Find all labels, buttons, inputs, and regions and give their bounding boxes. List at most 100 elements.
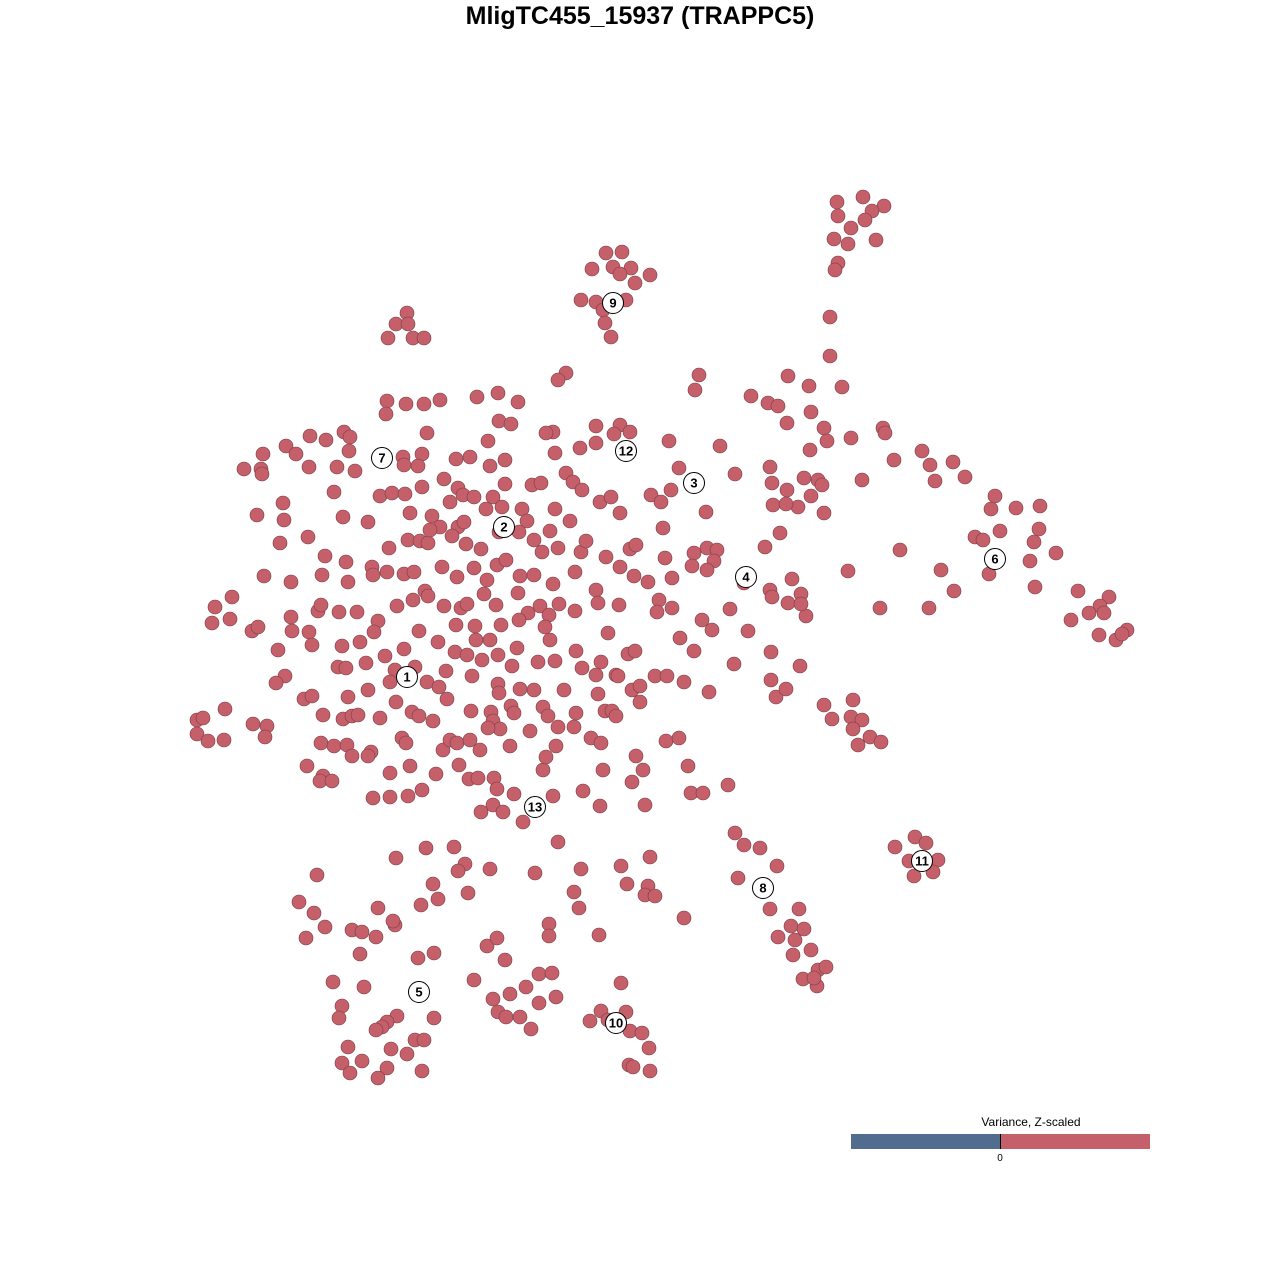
data-point — [691, 367, 707, 383]
data-point — [389, 598, 405, 614]
chart-title: MligTC455_15937 (TRAPPC5) — [465, 2, 815, 30]
cluster-label-text: 11 — [915, 854, 929, 869]
legend-title: Variance, Z-scaled — [981, 1115, 1081, 1129]
data-point — [472, 742, 488, 758]
data-point — [1114, 626, 1130, 642]
data-point — [426, 945, 442, 961]
data-point — [360, 514, 376, 530]
data-point — [822, 309, 838, 325]
data-point — [490, 385, 506, 401]
data-point — [402, 758, 418, 774]
data-point — [672, 630, 688, 646]
data-point — [365, 567, 381, 583]
data-point — [780, 368, 796, 384]
data-point — [1032, 498, 1048, 514]
data-point — [428, 766, 444, 782]
data-point — [372, 488, 388, 504]
data-point — [491, 685, 507, 701]
data-point — [730, 870, 746, 886]
data-point — [398, 735, 414, 751]
data-point — [406, 564, 422, 580]
data-point — [354, 924, 370, 940]
data-point — [495, 804, 511, 820]
data-point — [340, 1039, 356, 1055]
cluster-label-text: 10 — [609, 1016, 623, 1031]
data-point — [664, 570, 680, 586]
color-scale-high — [1001, 1134, 1150, 1149]
data-point — [509, 640, 525, 656]
data-point — [1031, 521, 1047, 537]
data-point — [283, 574, 299, 590]
data-point — [350, 707, 366, 723]
data-point — [780, 595, 796, 611]
data-point — [416, 396, 432, 412]
data-point — [827, 262, 843, 278]
cluster-label-8: 8 — [752, 877, 774, 899]
data-point — [462, 449, 478, 465]
data-point — [845, 721, 861, 737]
data-point — [567, 564, 583, 580]
data-point — [302, 428, 318, 444]
data-point — [784, 571, 800, 587]
data-point — [463, 703, 479, 719]
data-point — [478, 501, 494, 517]
data-point — [485, 489, 501, 505]
data-point — [530, 654, 546, 670]
data-point — [701, 684, 717, 700]
data-point — [922, 457, 938, 473]
data-point — [722, 601, 738, 617]
data-point — [653, 494, 669, 510]
data-point — [447, 644, 463, 660]
data-point — [217, 701, 233, 717]
data-point — [562, 513, 578, 529]
data-point — [533, 475, 549, 491]
data-point — [506, 786, 522, 802]
data-point — [544, 965, 560, 981]
data-point — [649, 604, 665, 620]
data-point — [446, 839, 462, 855]
data-point — [485, 991, 501, 1007]
data-point — [671, 460, 687, 476]
data-point — [534, 544, 550, 560]
data-point — [476, 586, 492, 602]
data-point — [317, 548, 333, 564]
data-point — [592, 798, 608, 814]
data-point — [816, 420, 832, 436]
data-point — [405, 592, 421, 608]
data-point — [531, 995, 547, 1011]
data-point — [414, 1063, 430, 1079]
data-point — [377, 648, 393, 664]
data-point — [568, 705, 584, 721]
data-point — [379, 393, 395, 409]
data-point — [1027, 579, 1043, 595]
data-point — [473, 804, 489, 820]
data-point — [491, 413, 507, 429]
data-point — [873, 734, 889, 750]
data-point — [318, 432, 334, 448]
data-point — [291, 894, 307, 910]
cluster-label-circle — [984, 548, 1006, 570]
data-point — [574, 482, 590, 498]
data-point — [256, 568, 272, 584]
data-point — [757, 539, 773, 555]
data-point — [783, 918, 799, 934]
cluster-label-text: 8 — [759, 881, 766, 896]
data-point — [740, 623, 756, 639]
data-point — [527, 865, 543, 881]
data-point — [469, 389, 485, 405]
data-point — [541, 928, 557, 944]
data-point — [571, 900, 587, 916]
data-point — [388, 850, 404, 866]
data-point — [347, 463, 363, 479]
data-point — [840, 236, 856, 252]
data-point — [921, 600, 937, 616]
data-point — [637, 797, 653, 813]
data-point — [459, 596, 475, 612]
data-point — [872, 600, 888, 616]
data-point — [603, 489, 619, 505]
data-point — [420, 588, 436, 604]
data-point — [249, 507, 265, 523]
data-point — [545, 788, 561, 804]
data-point — [341, 443, 357, 459]
